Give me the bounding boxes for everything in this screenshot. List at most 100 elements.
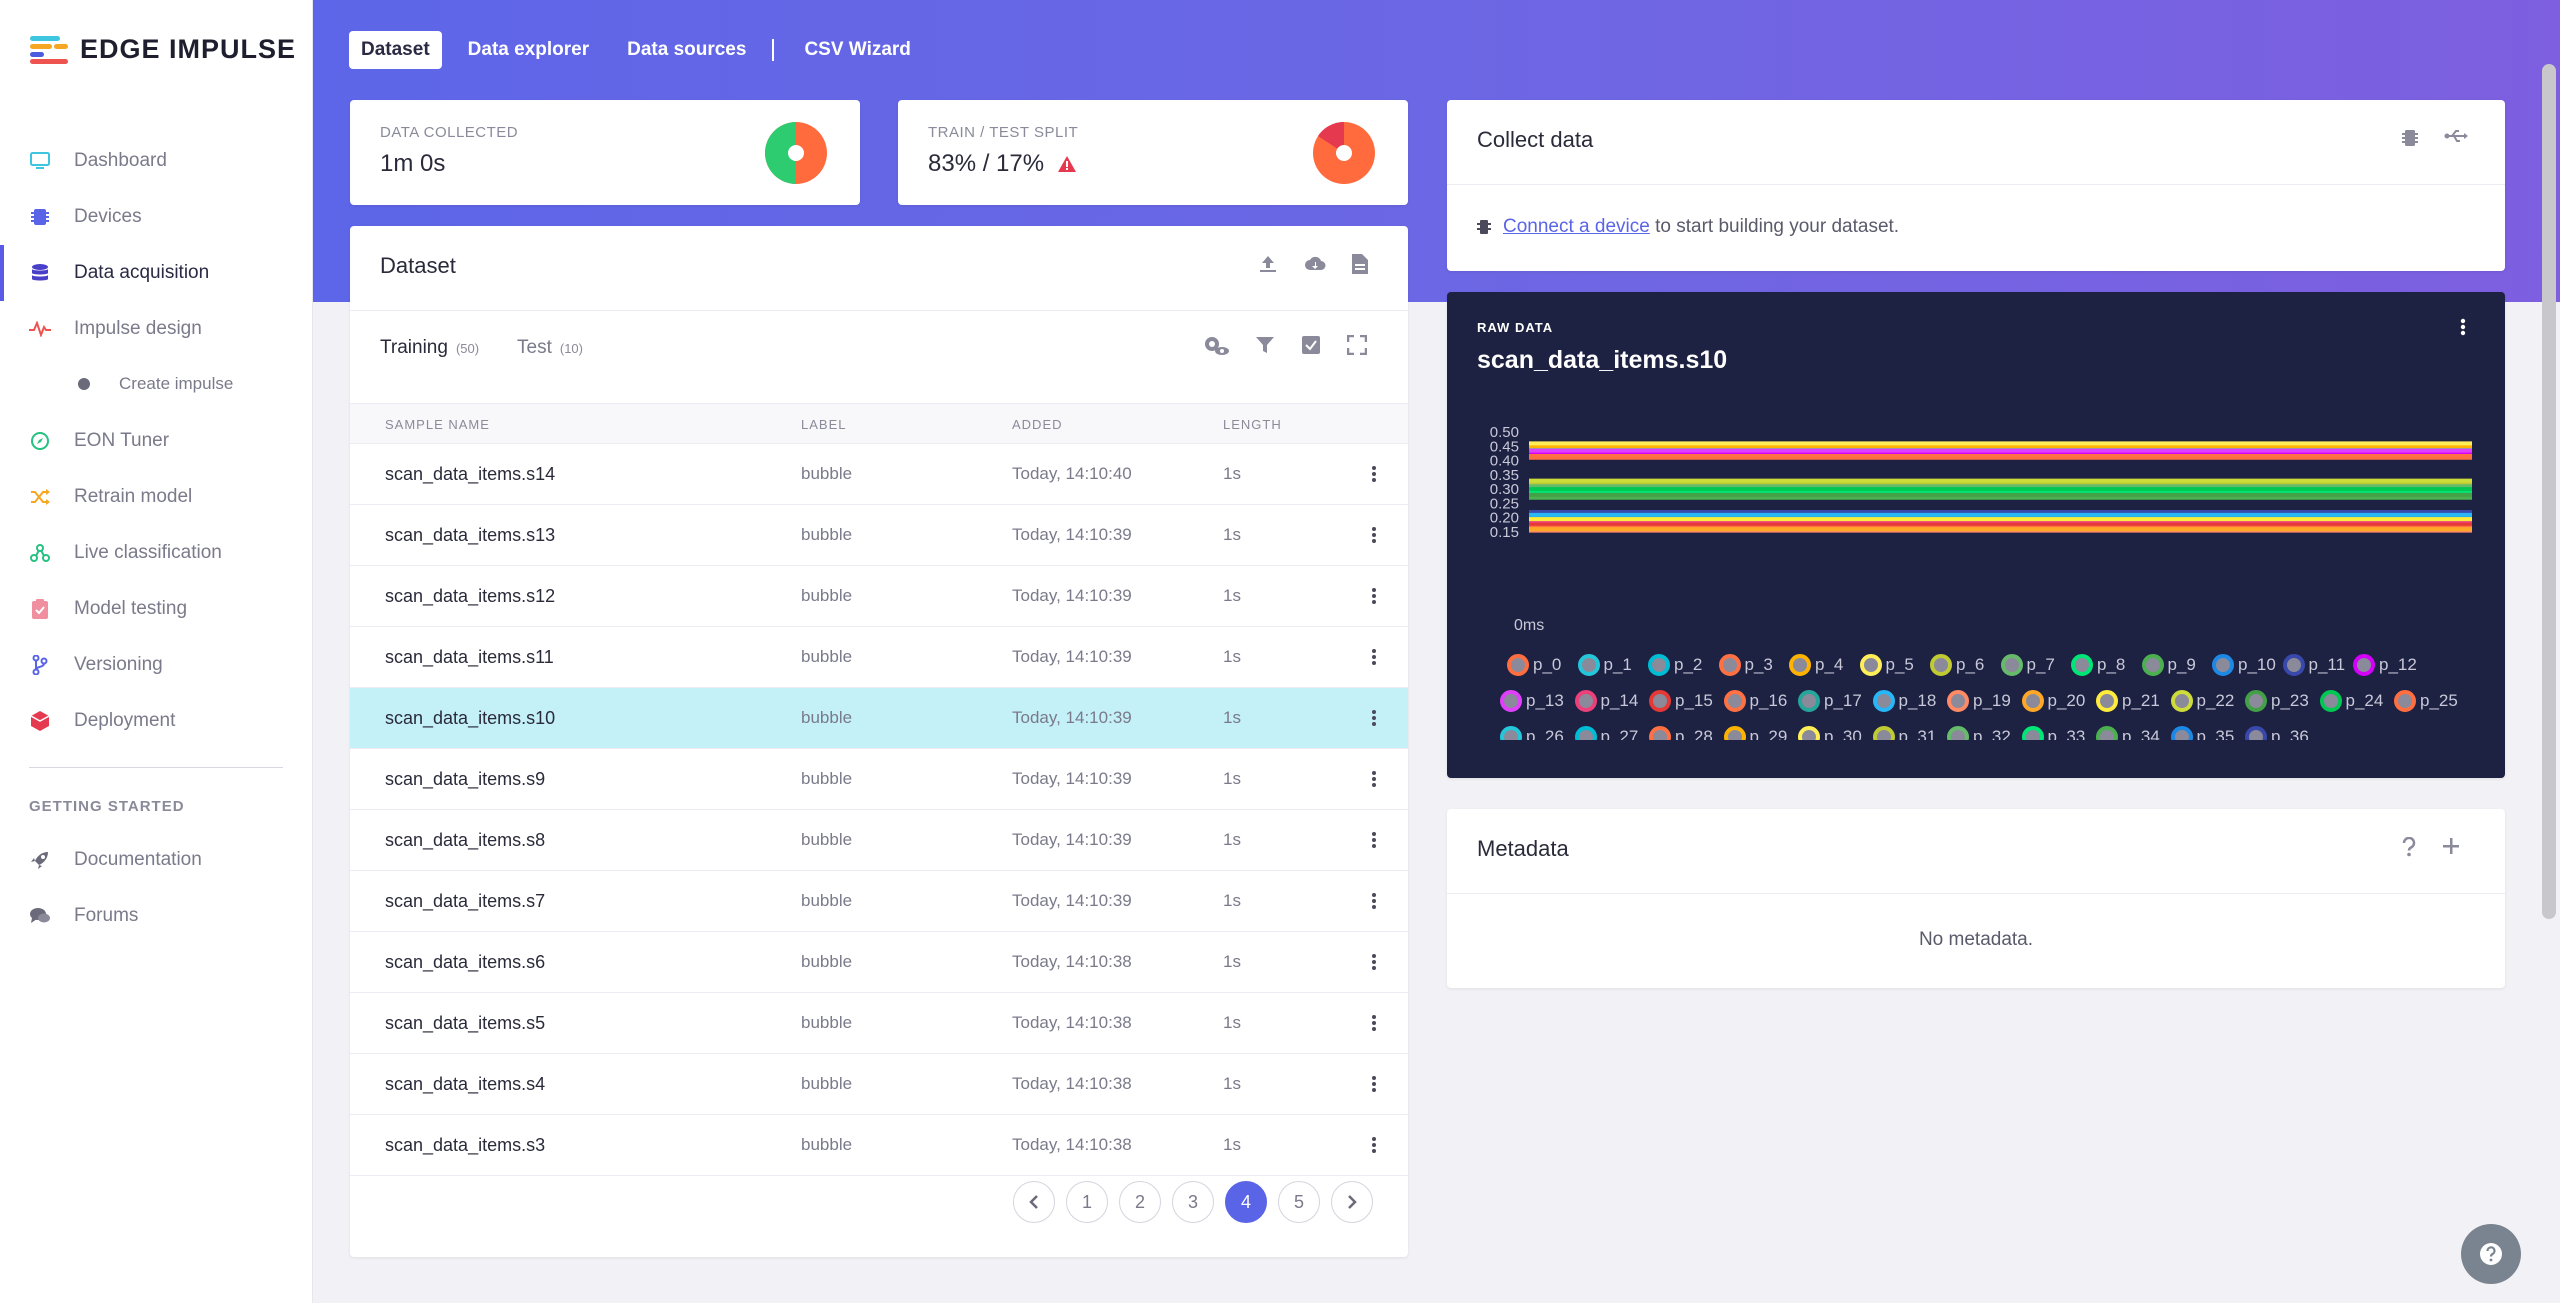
legend-item-p_6[interactable]: p_6 xyxy=(1930,654,1984,676)
sidebar-subitem-create-impulse[interactable]: Create impulse xyxy=(78,374,233,394)
connect-device-link[interactable]: Connect a device xyxy=(1503,216,1650,237)
cloud-download-icon[interactable] xyxy=(1304,254,1326,274)
legend-item-p_24[interactable]: p_24 xyxy=(2319,690,2383,712)
legend-item-p_25[interactable]: p_25 xyxy=(2394,690,2458,712)
sidebar-item-forums[interactable]: Forums xyxy=(0,888,312,944)
table-row[interactable]: scan_data_items.s9 bubble Today, 14:10:39 1… xyxy=(350,749,1408,810)
table-row[interactable]: scan_data_items.s10 bubble Today, 14:10:39… xyxy=(350,688,1408,749)
row-menu-icon[interactable] xyxy=(1364,586,1384,606)
legend-item-p_30[interactable]: p_30 xyxy=(1798,726,1862,740)
row-menu-icon[interactable] xyxy=(1364,708,1384,728)
legend-item-p_19[interactable]: p_19 xyxy=(1947,690,2011,712)
legend-item-p_33[interactable]: p_33 xyxy=(2021,726,2085,740)
sidebar-item-impulse-design[interactable]: Impulse design xyxy=(0,301,312,357)
table-row[interactable]: scan_data_items.s14 bubble Today, 14:10:40… xyxy=(350,444,1408,505)
page-2-button[interactable]: 2 xyxy=(1119,1181,1161,1223)
warning-icon[interactable] xyxy=(1058,156,1077,172)
table-row[interactable]: scan_data_items.s6 bubble Today, 14:10:38 1… xyxy=(350,932,1408,993)
table-row[interactable]: scan_data_items.s11 bubble Today, 14:10:39… xyxy=(350,627,1408,688)
table-row[interactable]: scan_data_items.s7 bubble Today, 14:10:39 1… xyxy=(350,871,1408,932)
filter-icon[interactable] xyxy=(1255,335,1275,357)
raw-data-chart[interactable]: 0.500.450.400.350.300.250.200.15 xyxy=(1447,422,2505,542)
help-fab-button[interactable] xyxy=(2461,1224,2521,1284)
next-page-button[interactable] xyxy=(1331,1181,1373,1223)
sidebar-item-retrain-model[interactable]: Retrain model xyxy=(0,469,312,525)
page-4-button[interactable]: 4 xyxy=(1225,1181,1267,1223)
legend-item-p_16[interactable]: p_16 xyxy=(1723,690,1787,712)
expand-icon[interactable] xyxy=(1347,335,1367,357)
sidebar-item-deployment[interactable]: Deployment xyxy=(0,693,312,749)
legend-item-p_36[interactable]: p_36 xyxy=(2245,726,2309,740)
sample-name[interactable]: scan_data_items.s8 xyxy=(385,830,546,850)
prev-page-button[interactable] xyxy=(1013,1181,1055,1223)
legend-item-p_1[interactable]: p_1 xyxy=(1577,654,1632,676)
legend-item-p_4[interactable]: p_4 xyxy=(1789,654,1843,676)
sample-name[interactable]: scan_data_items.s3 xyxy=(385,1135,546,1155)
sidebar-item-model-testing[interactable]: Model testing xyxy=(0,581,312,637)
col-added[interactable]: ADDED xyxy=(1012,417,1063,432)
legend-item-p_5[interactable]: p_5 xyxy=(1859,654,1914,676)
row-menu-icon[interactable] xyxy=(1364,647,1384,667)
page-scrollbar[interactable] xyxy=(2542,64,2556,919)
legend-item-p_21[interactable]: p_21 xyxy=(2096,690,2160,712)
legend-item-p_9[interactable]: p_9 xyxy=(2141,654,2196,676)
legend-item-p_11[interactable]: p_11 xyxy=(2282,654,2345,676)
row-menu-icon[interactable] xyxy=(1364,464,1384,484)
legend-item-p_35[interactable]: p_35 xyxy=(2170,726,2234,740)
legend-item-p_14[interactable]: p_14 xyxy=(1574,690,1638,712)
legend-item-p_28[interactable]: p_28 xyxy=(1649,726,1713,740)
sample-name[interactable]: scan_data_items.s9 xyxy=(385,769,546,789)
legend-item-p_18[interactable]: p_18 xyxy=(1872,690,1936,712)
col-sample-name[interactable]: SAMPLE NAME xyxy=(385,417,490,432)
tab-dataset[interactable]: Dataset xyxy=(349,31,442,69)
row-menu-icon[interactable] xyxy=(1364,830,1384,850)
legend-item-p_13[interactable]: p_13 xyxy=(1500,690,1564,712)
col-label[interactable]: LABEL xyxy=(801,417,847,432)
legend-item-p_3[interactable]: p_3 xyxy=(1718,654,1773,676)
sample-name[interactable]: scan_data_items.s4 xyxy=(385,1074,546,1094)
legend-item-p_23[interactable]: p_23 xyxy=(2245,690,2309,712)
legend-item-p_15[interactable]: p_15 xyxy=(1649,690,1713,712)
sidebar-item-data-acquisition[interactable]: Data acquisition xyxy=(0,245,312,301)
tab-test[interactable]: Test (10) xyxy=(517,337,583,371)
page-3-button[interactable]: 3 xyxy=(1172,1181,1214,1223)
sample-name[interactable]: scan_data_items.s12 xyxy=(385,586,556,606)
legend-item-p_10[interactable]: p_10 xyxy=(2212,654,2276,676)
logo[interactable]: EDGE IMPULSE xyxy=(30,34,296,65)
row-menu-icon[interactable] xyxy=(1364,769,1384,789)
sample-name[interactable]: scan_data_items.s10 xyxy=(385,708,556,728)
sample-name[interactable]: scan_data_items.s7 xyxy=(385,891,546,911)
sample-name[interactable]: scan_data_items.s14 xyxy=(385,464,556,484)
legend-item-p_0[interactable]: p_0 xyxy=(1507,654,1561,676)
tab-data-explorer[interactable]: Data explorer xyxy=(467,39,590,60)
sidebar-item-versioning[interactable]: Versioning xyxy=(0,637,312,693)
legend-item-p_12[interactable]: p_12 xyxy=(2353,654,2417,676)
table-row[interactable]: scan_data_items.s12 bubble Today, 14:10:39… xyxy=(350,566,1408,627)
page-1-button[interactable]: 1 xyxy=(1066,1181,1108,1223)
legend-item-p_8[interactable]: p_8 xyxy=(2071,654,2125,676)
sidebar-item-live-classification[interactable]: Live classification xyxy=(0,525,312,581)
sidebar-item-dashboard[interactable]: Dashboard xyxy=(0,133,312,189)
row-menu-icon[interactable] xyxy=(1364,1074,1384,1094)
help-icon[interactable] xyxy=(2402,837,2416,857)
row-menu-icon[interactable] xyxy=(1364,952,1384,972)
sidebar-item-devices[interactable]: Devices xyxy=(0,189,312,245)
table-row[interactable]: scan_data_items.s8 bubble Today, 14:10:39 1… xyxy=(350,810,1408,871)
sidebar-item-documentation[interactable]: Documentation xyxy=(0,832,312,888)
sample-name[interactable]: scan_data_items.s6 xyxy=(385,952,546,972)
checkbox-icon[interactable] xyxy=(1301,335,1321,357)
more-vertical-icon[interactable] xyxy=(2460,318,2466,336)
legend-item-p_17[interactable]: p_17 xyxy=(1798,690,1862,712)
upload-icon[interactable] xyxy=(1258,254,1278,274)
tab-training[interactable]: Training (50) xyxy=(380,337,479,371)
sample-name[interactable]: scan_data_items.s13 xyxy=(385,525,556,545)
row-menu-icon[interactable] xyxy=(1364,1013,1384,1033)
legend-item-p_20[interactable]: p_20 xyxy=(2021,690,2085,712)
page-5-button[interactable]: 5 xyxy=(1278,1181,1320,1223)
sample-name[interactable]: scan_data_items.s5 xyxy=(385,1013,546,1033)
row-menu-icon[interactable] xyxy=(1364,1135,1384,1155)
col-length[interactable]: LENGTH xyxy=(1223,417,1282,432)
legend-item-p_26[interactable]: p_26 xyxy=(1500,726,1564,740)
table-row[interactable]: scan_data_items.s4 bubble Today, 14:10:38 1… xyxy=(350,1054,1408,1115)
usb-icon[interactable] xyxy=(2444,128,2468,148)
